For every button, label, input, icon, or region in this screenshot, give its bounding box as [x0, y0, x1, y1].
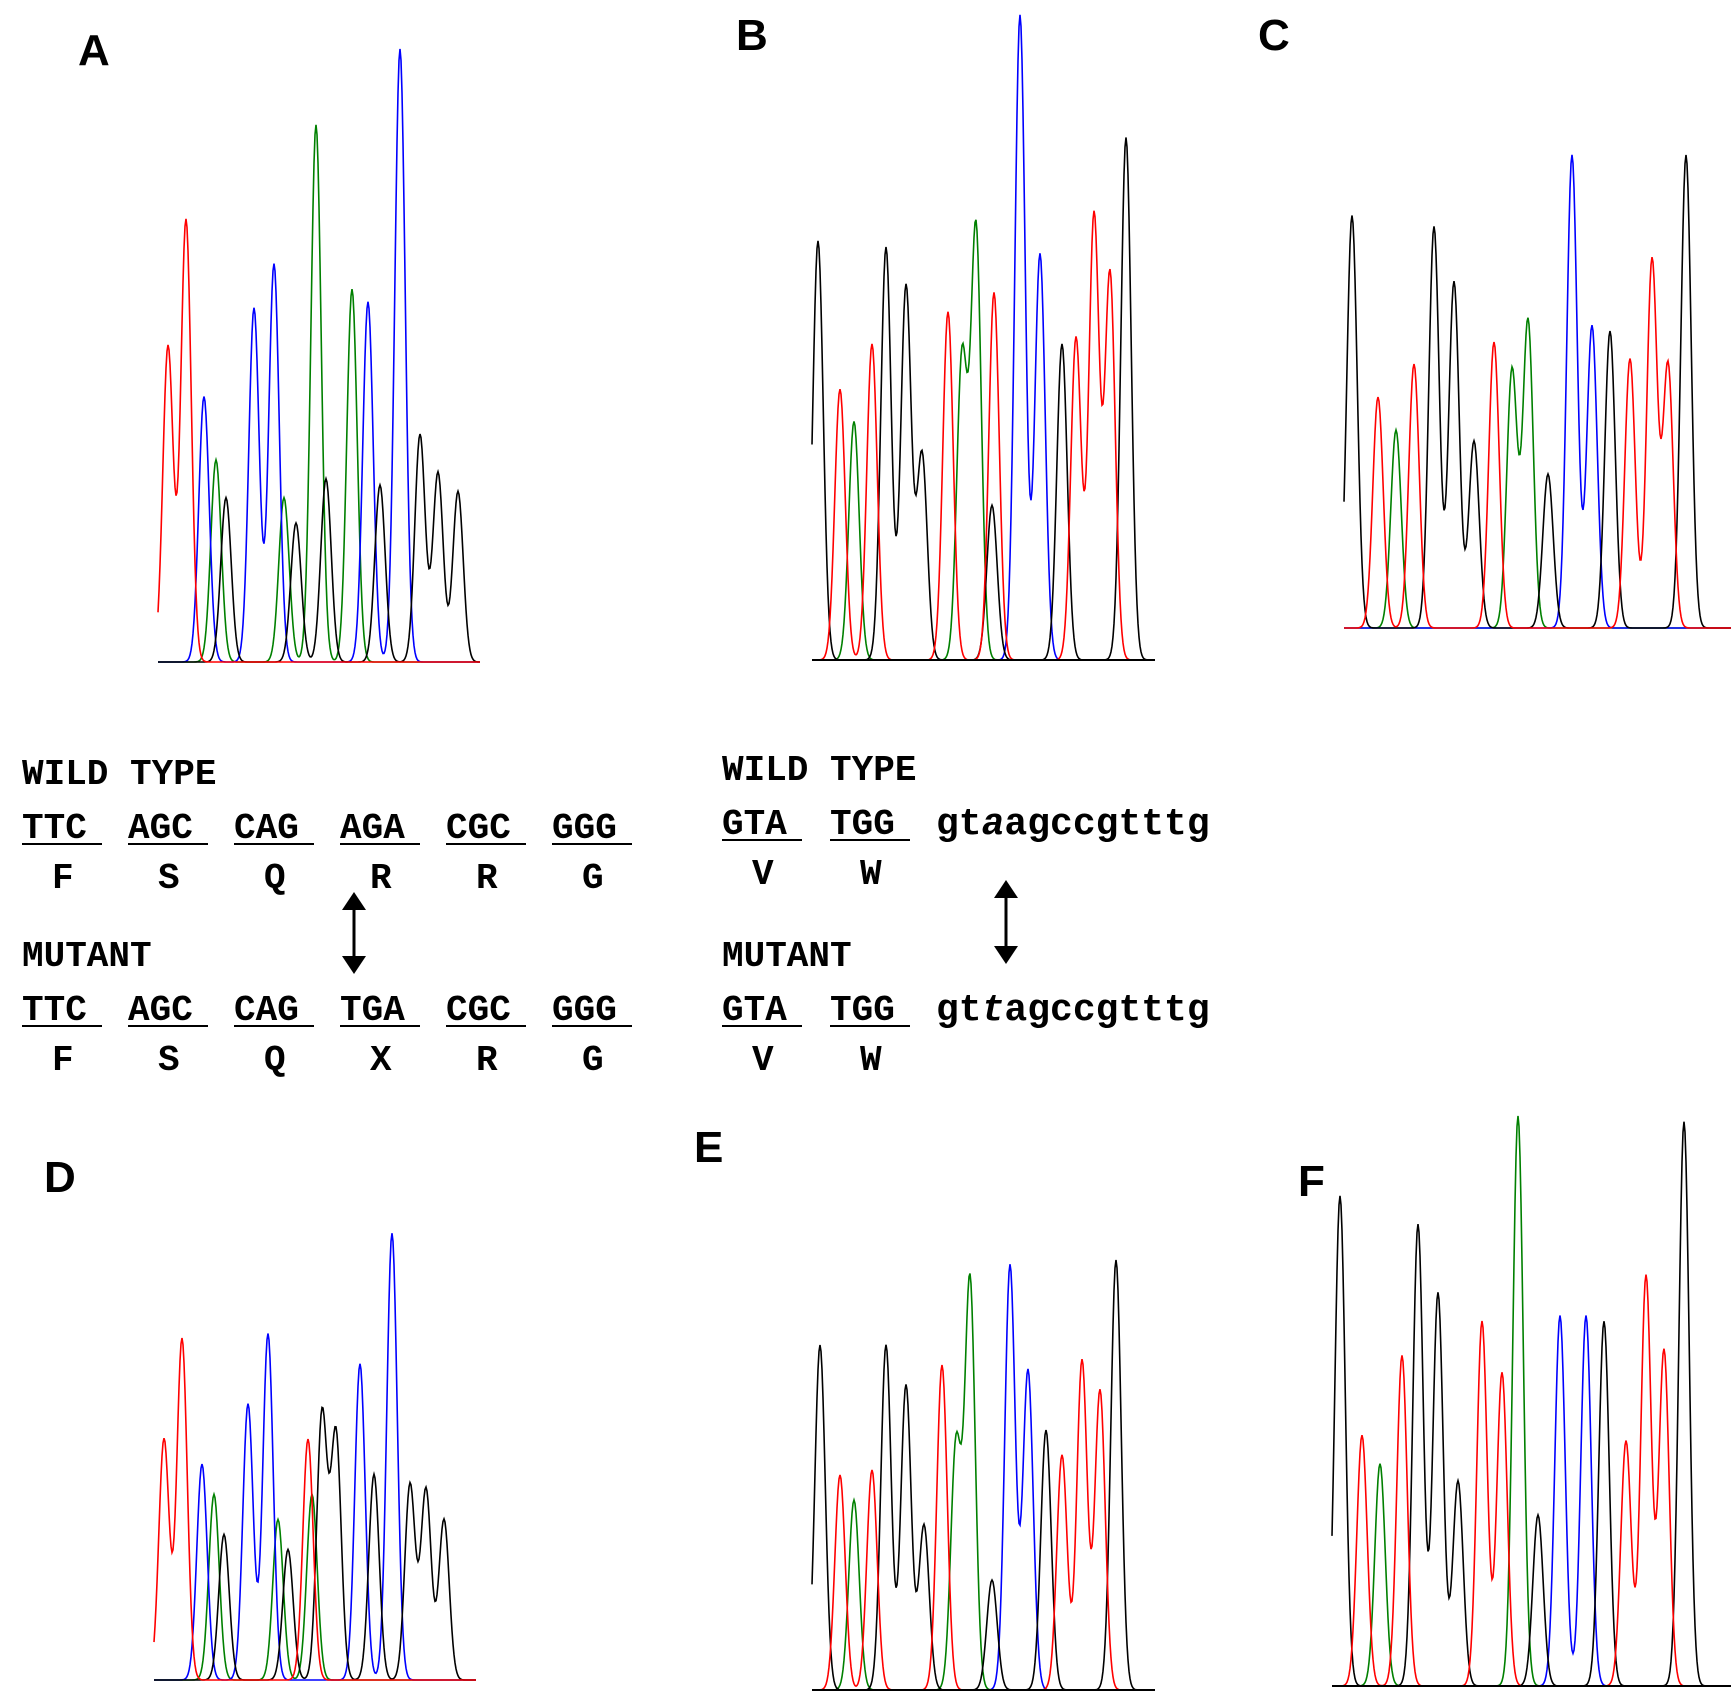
left-mut-codon-3: CAG: [234, 990, 299, 1031]
chromatogram-a: [157, 48, 480, 663]
right-mut-aa-2: W: [860, 1040, 882, 1081]
right-mut-codon-2: TGG: [830, 990, 895, 1031]
right-mut-intron-changed-base: t: [982, 989, 1005, 1032]
trace-thymine: [812, 1358, 1155, 1691]
chromatogram-d: [153, 1233, 476, 1681]
panel-letter-a: A: [78, 26, 110, 75]
panel-letter-c: C: [1258, 11, 1290, 60]
left-wt-aa-5: R: [476, 858, 498, 899]
left-wt-aa-2: S: [158, 858, 180, 899]
chromatogram-b: [811, 14, 1155, 661]
left-mut-codon-4: TGA: [340, 990, 405, 1031]
right-mut-intron-post: agccgtttg: [1004, 989, 1209, 1032]
left-wt-aa-6: G: [582, 858, 604, 899]
left-double-arrow-icon: [342, 892, 366, 974]
left-mut-aa-5: R: [476, 1040, 498, 1081]
left-mut-aa-4: X: [370, 1040, 392, 1081]
left-wt-codon-1: TTC: [22, 808, 87, 849]
trace-guanine: [1331, 1121, 1731, 1687]
chromatogram-c: [1343, 154, 1731, 629]
trace-guanine: [1343, 154, 1731, 629]
left-wt-codon-5: CGC: [446, 808, 511, 849]
trace-thymine: [157, 218, 480, 663]
right-mut-codon-1: GTA: [722, 990, 787, 1031]
right-mut-intron-sequence: gttagccgtttg: [936, 989, 1210, 1032]
right-mut-intron-pre: gt: [936, 989, 982, 1032]
left-annotation: WILD TYPE TTC AGC CAG AGA CGC GGG F S Q …: [22, 754, 632, 1081]
trace-guanine: [158, 433, 480, 663]
trace-thymine: [812, 210, 1155, 661]
trace-cytosine: [154, 1233, 476, 1681]
left-wt-codon-4: AGA: [340, 808, 405, 849]
left-mut-codon-6: GGG: [552, 990, 617, 1031]
panel-letter-f: F: [1298, 1157, 1325, 1206]
right-wt-intron-changed-base: a: [982, 803, 1005, 846]
right-wt-aa-2: W: [860, 854, 882, 895]
right-wt-intron-sequence: gtaagccgtttg: [936, 803, 1210, 846]
left-wt-aa-3: Q: [264, 858, 286, 899]
chromatogram-f: [1331, 1115, 1731, 1687]
left-wt-codon-3: CAG: [234, 808, 299, 849]
left-wt-aa-1: F: [52, 858, 74, 899]
right-wt-codon-2: TGG: [830, 804, 895, 845]
left-mut-codon-2: AGC: [128, 990, 193, 1031]
right-mut-aa-1: V: [752, 1040, 774, 1081]
panel-letter-e: E: [694, 1123, 723, 1172]
trace-thymine: [1332, 1274, 1731, 1687]
left-mut-aa-1: F: [52, 1040, 74, 1081]
right-mutant-heading: MUTANT: [722, 936, 852, 977]
left-mut-codon-5: CGC: [446, 990, 511, 1031]
left-mutant-heading: MUTANT: [22, 936, 152, 977]
trace-guanine: [154, 1406, 476, 1681]
trace-thymine: [153, 1337, 476, 1681]
right-wt-intron-post: agccgtttg: [1004, 803, 1209, 846]
left-mut-aa-3: Q: [264, 1040, 286, 1081]
right-annotation: WILD TYPE GTA TGG gtaagccgtttg V W MUTAN…: [722, 750, 1210, 1081]
chromatogram-e: [811, 1259, 1155, 1691]
left-wt-codon-2: AGC: [128, 808, 193, 849]
panel-letter-d: D: [44, 1153, 76, 1202]
panel-letter-b: B: [736, 11, 768, 60]
left-mut-aa-2: S: [158, 1040, 180, 1081]
left-mut-codon-1: TTC: [22, 990, 87, 1031]
right-wt-codon-1: GTA: [722, 804, 787, 845]
left-mut-aa-6: G: [582, 1040, 604, 1081]
left-wt-aa-4: R: [370, 858, 392, 899]
trace-cytosine: [158, 48, 480, 663]
right-wt-intron-pre: gt: [936, 803, 982, 846]
trace-thymine: [1344, 256, 1731, 629]
right-wild-type-heading: WILD TYPE: [722, 750, 916, 791]
right-double-arrow-icon: [994, 880, 1018, 964]
left-wild-type-heading: WILD TYPE: [22, 754, 216, 795]
right-wt-aa-1: V: [752, 854, 774, 895]
left-wt-codon-6: GGG: [552, 808, 617, 849]
